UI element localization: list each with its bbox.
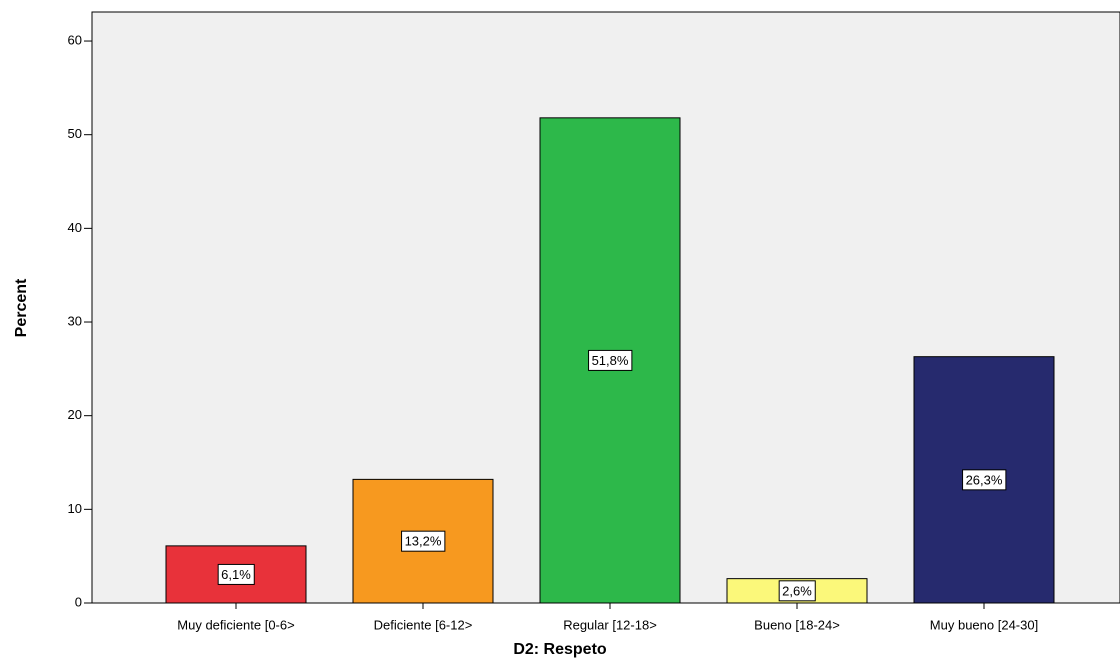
y-tick-label: 20 — [68, 407, 82, 422]
value-label-box — [217, 563, 255, 585]
x-axis-title: D2: Respeto — [513, 641, 607, 658]
y-axis-title: Percent — [13, 278, 30, 337]
x-tick-label: Muy deficiente [0-6> — [177, 617, 294, 632]
x-tick-label: Regular [12-18> — [563, 617, 657, 632]
value-label-box — [778, 580, 816, 602]
value-label: 2,6% — [782, 583, 812, 598]
x-tick-label: Deficiente [6-12> — [374, 617, 473, 632]
y-tick-label: 40 — [68, 220, 82, 235]
y-tick-label: 10 — [68, 501, 82, 516]
value-label-box — [588, 349, 633, 371]
value-label: 51,8% — [592, 353, 629, 368]
y-tick-label: 0 — [75, 594, 82, 609]
value-label-box — [401, 530, 446, 552]
y-tick-label: 50 — [68, 126, 82, 141]
value-label: 26,3% — [966, 472, 1003, 487]
y-tick-label: 60 — [68, 32, 82, 47]
y-tick-label: 30 — [68, 313, 82, 328]
value-label: 6,1% — [221, 567, 251, 582]
x-tick-label: Bueno [18-24> — [754, 617, 840, 632]
x-tick-label: Muy bueno [24-30] — [930, 617, 1038, 632]
value-label-box — [962, 469, 1007, 491]
value-label: 13,2% — [405, 534, 442, 549]
